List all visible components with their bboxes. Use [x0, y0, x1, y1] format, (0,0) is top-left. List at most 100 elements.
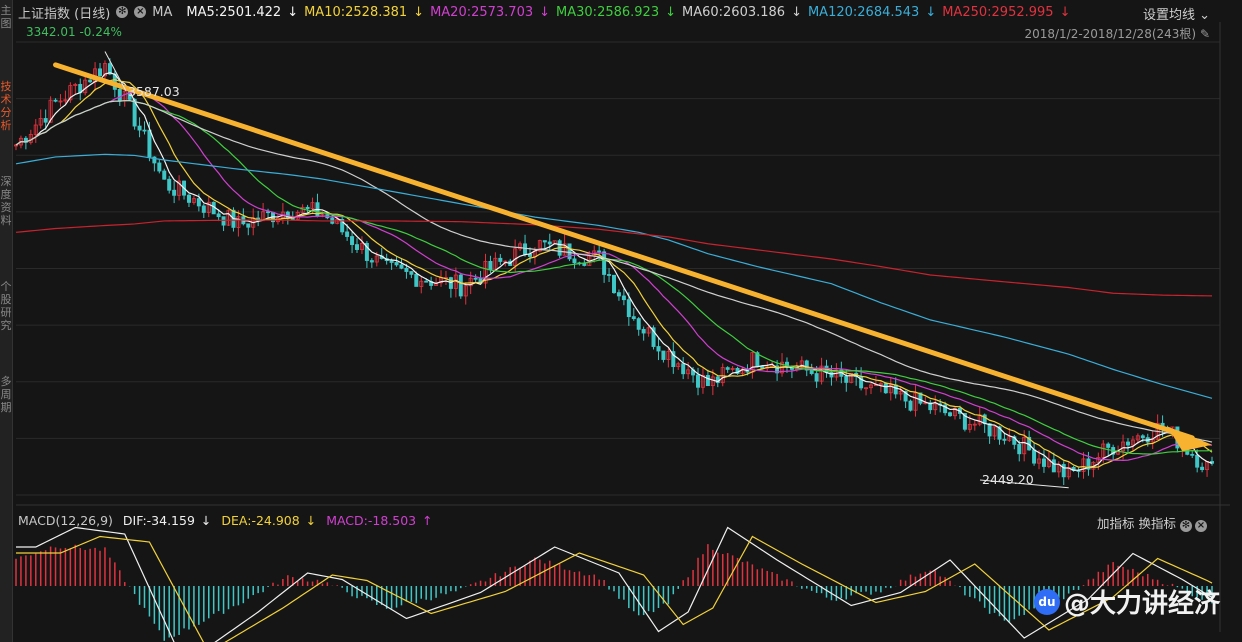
candle-body — [369, 260, 374, 263]
candle-body — [676, 363, 681, 368]
candle-body — [414, 273, 419, 287]
candle-body — [483, 261, 488, 284]
candle-body — [1017, 444, 1022, 455]
candle-body — [434, 282, 439, 286]
candle-body — [473, 277, 478, 280]
close-icon[interactable]: × — [134, 6, 147, 18]
candle-body — [419, 280, 424, 287]
indicator-close-icon[interactable]: × — [1195, 520, 1207, 532]
candle-body — [374, 255, 379, 263]
candle-body — [814, 373, 819, 382]
candle-body — [646, 327, 651, 334]
candle-body — [1190, 453, 1195, 456]
candle-body — [562, 243, 567, 256]
candle-body — [68, 85, 73, 101]
switch-indicator-button[interactable]: 换指标 — [1138, 516, 1177, 531]
side-tab-depth[interactable]: 深度资料 — [0, 175, 12, 227]
candle-body — [468, 277, 473, 287]
ma250-line — [15, 219, 1213, 297]
ma-settings-button[interactable]: 设置均线 ⌄ — [1143, 4, 1210, 23]
candle-body — [671, 351, 676, 368]
ma30-value: MA30:2586.923 — [556, 4, 660, 20]
candle-body — [626, 299, 631, 318]
candle-body — [424, 280, 429, 283]
candle-body — [305, 206, 310, 209]
candle-body — [666, 351, 671, 360]
candle-body — [943, 404, 948, 414]
candle-body — [172, 189, 177, 196]
candle-body — [1066, 467, 1071, 478]
side-tab-period[interactable]: 多周期 — [0, 375, 12, 414]
candle-body — [1125, 441, 1130, 446]
candle-body — [399, 264, 404, 269]
dif-value: DIF:-34.159 — [122, 513, 195, 528]
side-tab-main[interactable]: 主图 — [0, 4, 12, 30]
ma120-arrow-icon: ↓ — [925, 4, 937, 20]
side-tab-technical[interactable]: 技术分析 — [0, 80, 12, 132]
ma10-arrow-icon: ↓ — [413, 4, 425, 20]
trend-arrow-line — [53, 62, 1195, 441]
candle-body — [53, 99, 58, 102]
macd-legend: MACD(12,26,9) DIF:-34.159 ↓ DEA:-24.908 ↓ … — [18, 513, 439, 528]
ma120-value: MA120:2684.543 — [807, 4, 920, 20]
candle-body — [364, 242, 369, 261]
pin-icon[interactable]: ✎ — [1199, 27, 1210, 41]
candle-body — [83, 79, 88, 94]
candle-body — [1012, 436, 1017, 445]
candle-body — [661, 350, 666, 360]
candle-body — [518, 243, 523, 250]
baidu-logo-icon: du — [1033, 588, 1060, 615]
dif-line — [16, 526, 1213, 642]
candle-body — [488, 261, 493, 271]
side-tab-research[interactable]: 个股研究 — [0, 280, 12, 332]
index-name: 上证指数 (日线) — [18, 6, 111, 22]
candle-body — [458, 274, 463, 297]
candle-body — [997, 426, 1002, 440]
macd-value: MACD:-18.503 — [326, 513, 417, 528]
settings-gear-icon[interactable]: ✻ — [116, 6, 129, 18]
candle-body — [621, 295, 626, 301]
ma250-value: MA250:2952.995 — [942, 4, 1054, 20]
add-indicator-button[interactable]: 加指标 — [1097, 516, 1135, 531]
candle-body — [547, 241, 552, 245]
candle-body — [992, 426, 997, 437]
ma-label: MA — [152, 4, 173, 20]
candle-body — [725, 367, 730, 370]
candle-body — [73, 83, 78, 86]
candle-body — [597, 250, 602, 253]
candle-body — [1195, 454, 1200, 468]
candle-body — [1051, 459, 1056, 473]
candle-body — [177, 180, 182, 196]
candle-body — [537, 240, 542, 252]
candle-body — [345, 231, 350, 237]
candle-body — [389, 260, 394, 263]
candle-body — [523, 243, 528, 255]
macd-arrow-icon: ↑ — [422, 513, 433, 528]
candle-body — [888, 384, 893, 394]
ma250-arrow-icon: ↓ — [1059, 4, 1071, 20]
candle-body — [152, 156, 157, 164]
candle-body — [206, 201, 211, 213]
candle-body — [107, 63, 112, 75]
trend-arrowhead — [1167, 426, 1212, 452]
candle-body — [913, 392, 918, 411]
candle-body — [612, 274, 617, 294]
candle-body — [350, 236, 355, 245]
candle-body — [760, 366, 765, 369]
date-range-text: 2018/1/2-2018/12/28(243根) — [1024, 27, 1197, 41]
candle-body — [33, 124, 38, 135]
dea-value: DEA:-24.908 — [221, 513, 300, 528]
candle-body — [1135, 435, 1140, 441]
candle-body — [310, 202, 315, 209]
candle-body — [1086, 458, 1091, 470]
candle-body — [775, 365, 780, 374]
indicator-gear-icon[interactable]: ✻ — [1180, 520, 1192, 532]
candle-body — [1037, 458, 1042, 464]
candle-body — [48, 99, 53, 123]
candle-body — [394, 262, 399, 266]
candle-body — [651, 327, 656, 347]
candle-body — [710, 376, 715, 387]
candle-body — [1200, 466, 1205, 471]
dif-arrow-icon: ↓ — [200, 513, 212, 528]
